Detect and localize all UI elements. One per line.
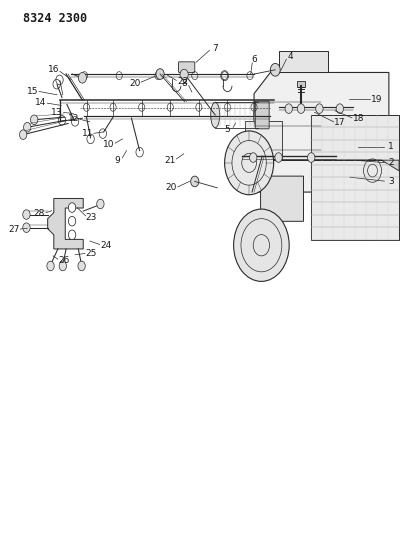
Text: 1: 1	[387, 142, 393, 151]
Text: 15: 15	[27, 86, 38, 95]
Circle shape	[190, 176, 198, 187]
Circle shape	[78, 72, 86, 83]
Circle shape	[23, 210, 30, 220]
Circle shape	[274, 153, 281, 163]
Polygon shape	[278, 51, 327, 72]
Polygon shape	[254, 72, 388, 192]
Circle shape	[233, 209, 288, 281]
Text: 18: 18	[352, 114, 363, 123]
Circle shape	[180, 69, 188, 80]
Text: 8: 8	[180, 78, 186, 87]
Circle shape	[59, 261, 66, 271]
Circle shape	[78, 261, 85, 271]
Text: 25: 25	[85, 249, 97, 258]
Polygon shape	[47, 198, 83, 249]
Circle shape	[224, 131, 273, 195]
Text: 4: 4	[287, 52, 293, 61]
Polygon shape	[245, 160, 398, 171]
Circle shape	[97, 199, 104, 209]
Text: 6: 6	[251, 55, 256, 63]
Text: 5: 5	[224, 125, 230, 134]
Text: 8324 2300: 8324 2300	[23, 12, 87, 26]
Text: 14: 14	[35, 98, 46, 107]
Text: 3: 3	[387, 177, 393, 186]
Ellipse shape	[253, 102, 262, 128]
Circle shape	[249, 153, 256, 163]
Text: 27: 27	[8, 225, 19, 234]
FancyBboxPatch shape	[255, 101, 268, 129]
Text: 21: 21	[164, 156, 175, 165]
Text: 23: 23	[85, 213, 97, 222]
Circle shape	[24, 123, 31, 132]
FancyBboxPatch shape	[297, 81, 304, 87]
Text: 7: 7	[212, 44, 218, 53]
Text: 28: 28	[34, 209, 45, 218]
Text: 24: 24	[100, 241, 112, 250]
Circle shape	[47, 261, 54, 271]
Circle shape	[23, 223, 30, 232]
Text: 19: 19	[370, 94, 382, 103]
Circle shape	[68, 230, 76, 240]
Ellipse shape	[210, 102, 219, 128]
Circle shape	[30, 115, 38, 125]
Circle shape	[315, 104, 322, 114]
Polygon shape	[310, 115, 398, 240]
Text: 10: 10	[103, 140, 115, 149]
Text: 20: 20	[165, 183, 177, 192]
Text: 13: 13	[51, 108, 63, 117]
Text: 11: 11	[81, 129, 93, 138]
Text: 2: 2	[387, 158, 393, 167]
Polygon shape	[260, 176, 303, 221]
FancyBboxPatch shape	[178, 62, 194, 72]
Circle shape	[68, 203, 76, 212]
Text: 9: 9	[114, 156, 120, 165]
Text: 12: 12	[67, 114, 79, 123]
Text: 26: 26	[58, 256, 70, 264]
Circle shape	[20, 130, 27, 140]
Circle shape	[297, 104, 304, 114]
Text: 22: 22	[176, 77, 188, 86]
Circle shape	[307, 153, 314, 163]
Polygon shape	[245, 122, 281, 159]
Text: 16: 16	[48, 66, 59, 74]
Circle shape	[335, 104, 343, 114]
Polygon shape	[355, 144, 388, 187]
Text: 17: 17	[333, 118, 345, 127]
Text: 20: 20	[129, 78, 140, 87]
Circle shape	[270, 63, 279, 76]
Circle shape	[155, 69, 164, 79]
Circle shape	[284, 104, 292, 114]
Circle shape	[68, 216, 76, 226]
